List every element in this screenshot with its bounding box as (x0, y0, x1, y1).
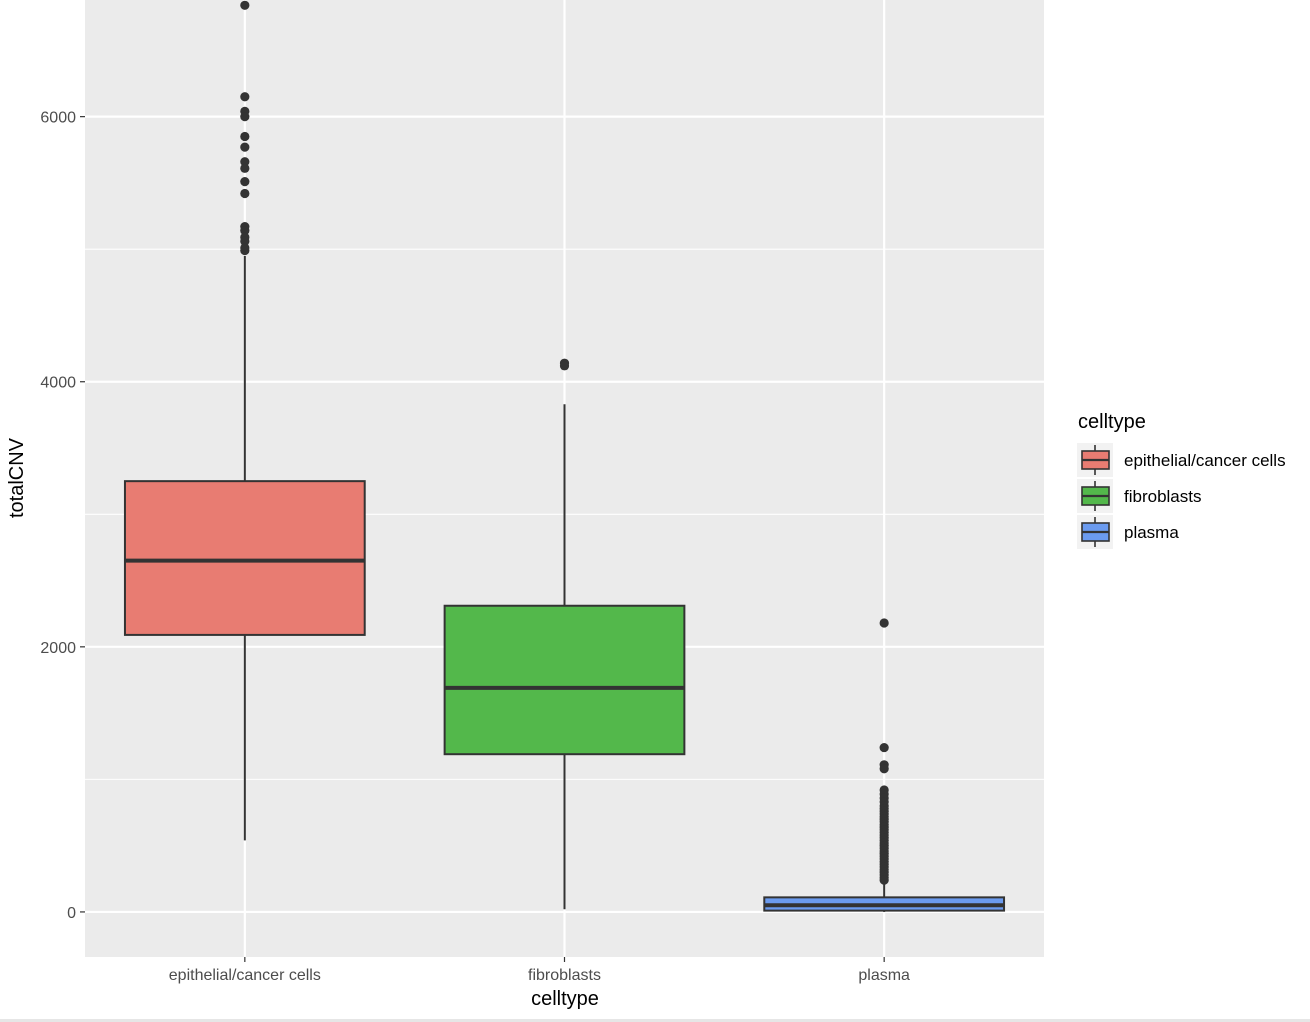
y-tick-label: 6000 (40, 110, 76, 127)
outlier-point (240, 226, 250, 236)
outlier-point (240, 131, 250, 142)
bottom-divider (0, 1019, 1310, 1022)
outlier-point (240, 176, 250, 187)
outlier-point (879, 618, 889, 628)
outlier-point (240, 245, 250, 256)
legend-title: celltype (1078, 411, 1146, 433)
outlier-points (240, 0, 889, 885)
iqr-box (123, 480, 366, 636)
outlier-point (879, 875, 889, 885)
legend-key (1077, 515, 1113, 549)
legend-key (1077, 479, 1113, 513)
legend-label: plasma (1124, 523, 1179, 542)
axes: 0 2000 4000 6000 epithelial/cancer cells fibr… (40, 110, 910, 984)
legend-label: fibroblasts (1124, 487, 1201, 506)
x-tick-label: plasma (858, 967, 910, 984)
y-tick-label: 2000 (40, 640, 76, 657)
iqr-box (443, 604, 686, 756)
outlier-point (240, 142, 250, 152)
legend-key (1077, 443, 1113, 477)
outlier-point (240, 92, 250, 102)
x-axis-title: celltype (531, 988, 599, 1010)
y-tick-label: 4000 (40, 375, 76, 392)
legend-label: epithelial/cancer cells (1124, 451, 1286, 470)
box-fibroblasts (443, 404, 686, 910)
outlier-point (879, 742, 889, 753)
outlier-point (240, 188, 250, 199)
outlier-point (240, 157, 250, 167)
x-tick-label: fibroblasts (528, 967, 601, 984)
legend: celltype epithelial/cancer cells fibrobla… (1077, 411, 1286, 549)
legend-entries: epithelial/cancer cells fibroblasts plasma (1077, 443, 1286, 549)
outlier-point (879, 764, 889, 774)
x-tick-label: epithelial/cancer cells (169, 967, 321, 984)
outlier-point (240, 112, 250, 122)
boxes (123, 255, 1006, 912)
y-tick-label: 0 (67, 905, 76, 922)
box-plasma (763, 884, 1006, 912)
outlier-point (240, 163, 250, 173)
outlier-point (240, 0, 250, 10)
y-axis-title: totalCNV (6, 437, 28, 518)
outlier-point (559, 361, 570, 371)
box-epithelial-cancer-cells (123, 255, 366, 841)
outlier-point (240, 236, 250, 246)
